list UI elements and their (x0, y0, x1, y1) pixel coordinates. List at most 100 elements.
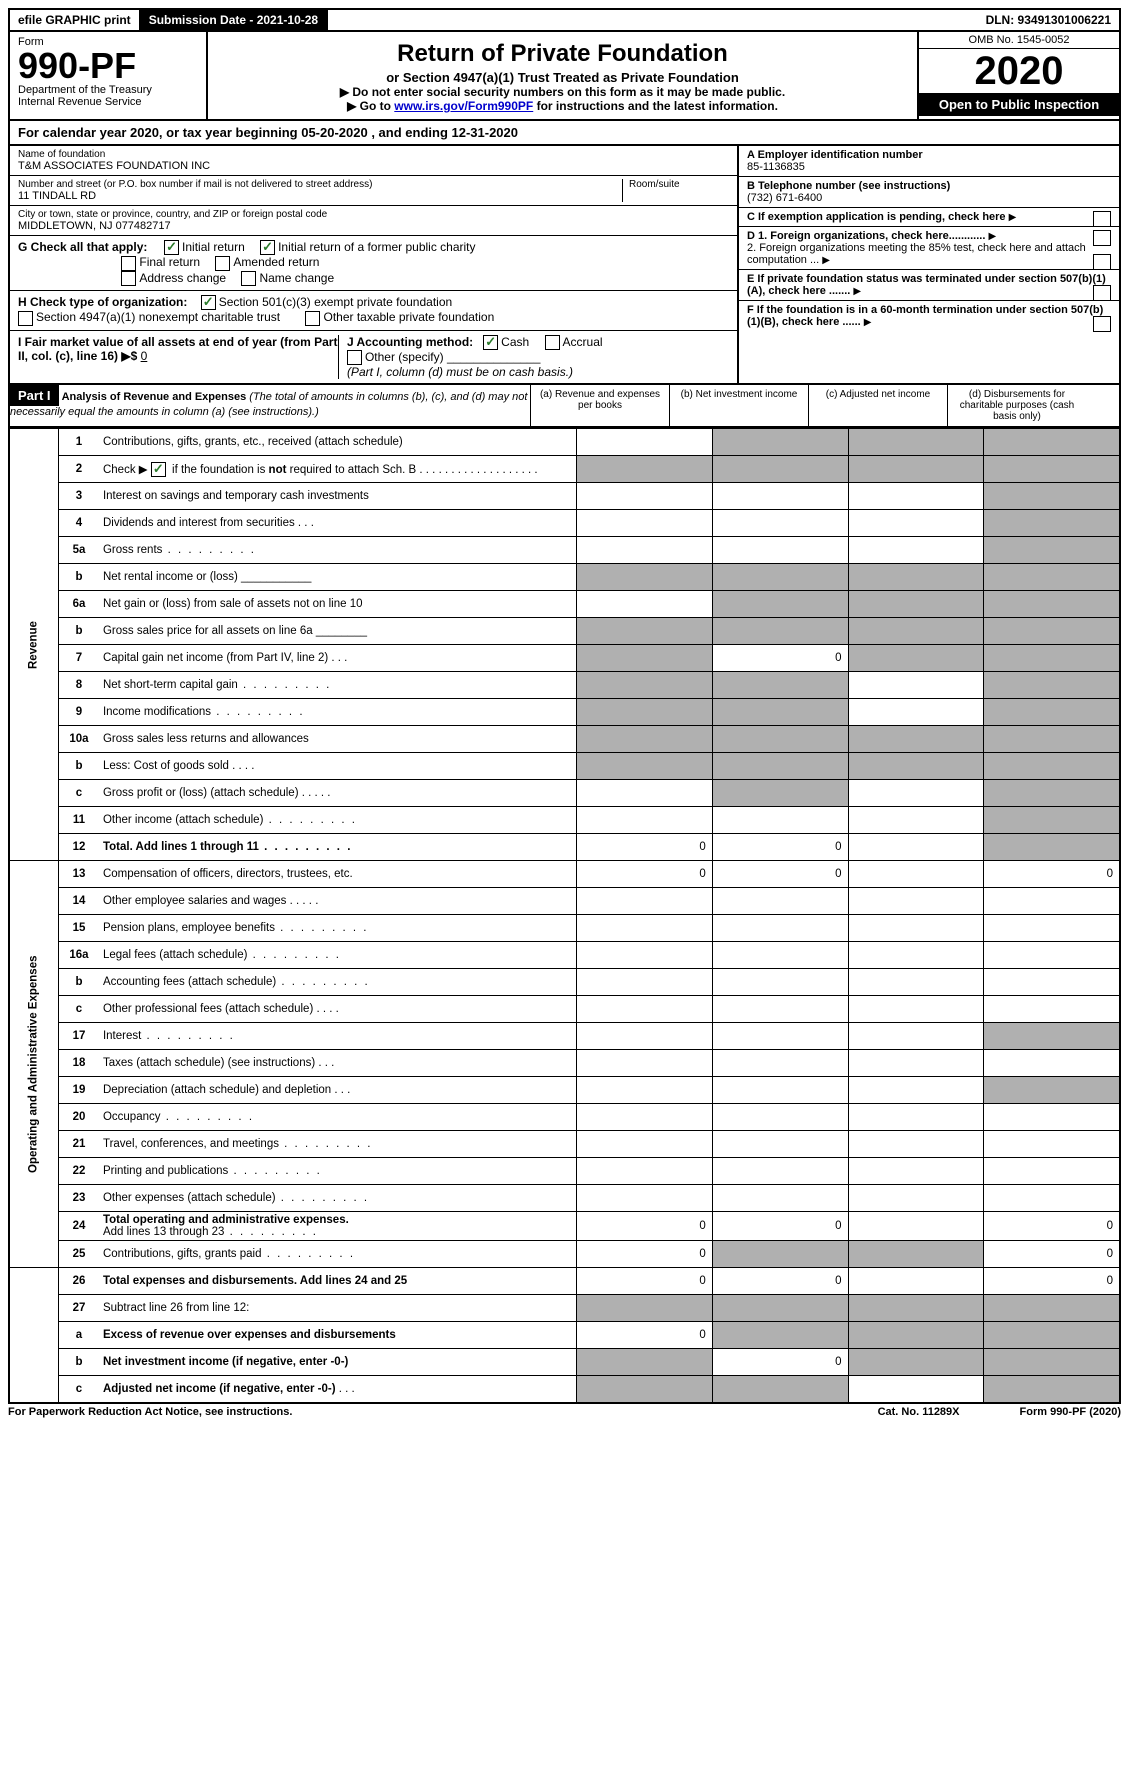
line-num: a (59, 1322, 99, 1349)
addr-change-label: Address change (139, 271, 226, 285)
val-b (712, 1104, 848, 1131)
f-cell: F If the foundation is in a 60-month ter… (739, 301, 1119, 331)
amended-label: Amended return (233, 255, 319, 269)
check-amended[interactable] (215, 256, 230, 271)
check-e[interactable] (1093, 285, 1111, 301)
line-num: 24 (59, 1212, 99, 1241)
col-b-header: (b) Net investment income (669, 385, 808, 426)
val-d (984, 1104, 1120, 1131)
val-c (848, 1349, 984, 1376)
check-other-method[interactable] (347, 350, 362, 365)
val-d (984, 456, 1120, 483)
line-desc: Other income (attach schedule) (99, 807, 577, 834)
val-d (984, 510, 1120, 537)
check-final[interactable] (121, 256, 136, 271)
check-name-change[interactable] (241, 271, 256, 286)
line-num: 25 (59, 1241, 99, 1268)
line-desc: Dividends and interest from securities .… (99, 510, 577, 537)
val-b: 0 (712, 645, 848, 672)
line-num: 21 (59, 1131, 99, 1158)
line-desc: Travel, conferences, and meetings (99, 1131, 577, 1158)
val-d (984, 888, 1120, 915)
city-label: City or town, state or province, country… (18, 209, 729, 220)
val-d (984, 1349, 1120, 1376)
e-label: E If private foundation status was termi… (747, 273, 1106, 297)
check-initial[interactable] (164, 240, 179, 255)
val-c (848, 483, 984, 510)
line-num: 3 (59, 483, 99, 510)
foundation-name: T&M ASSOCIATES FOUNDATION INC (18, 160, 729, 172)
form-title: Return of Private Foundation (220, 40, 905, 68)
line-num: 13 (59, 861, 99, 888)
check-c[interactable] (1093, 211, 1111, 227)
check-other-tax[interactable] (305, 311, 320, 326)
val-c (848, 1376, 984, 1404)
note2-post: for instructions and the latest informat… (533, 99, 778, 113)
table-row: 7Capital gain net income (from Part IV, … (9, 645, 1120, 672)
val-a (577, 1050, 713, 1077)
val-c (848, 834, 984, 861)
table-row: bAccounting fees (attach schedule) (9, 969, 1120, 996)
phone-cell: B Telephone number (see instructions) (7… (739, 177, 1119, 208)
part1-table: Revenue 1Contributions, gifts, grants, e… (8, 428, 1121, 1404)
table-row: 8Net short-term capital gain (9, 672, 1120, 699)
val-d (984, 1023, 1120, 1050)
table-row: 20Occupancy (9, 1104, 1120, 1131)
check-4947[interactable] (18, 311, 33, 326)
val-b: 0 (712, 1349, 848, 1376)
room-label: Room/suite (629, 179, 729, 190)
line-desc: Adjusted net income (if negative, enter … (99, 1376, 577, 1404)
val-c (848, 888, 984, 915)
initial-label: Initial return (182, 240, 245, 254)
name-change-label: Name change (259, 271, 334, 285)
val-c (848, 1185, 984, 1212)
val-c (848, 969, 984, 996)
val-d (984, 1050, 1120, 1077)
val-b (712, 564, 848, 591)
check-addr-change[interactable] (121, 271, 136, 286)
val-c (848, 618, 984, 645)
cash-label: Cash (501, 335, 529, 349)
line-desc: Net short-term capital gain (99, 672, 577, 699)
check-initial-former[interactable] (260, 240, 275, 255)
val-a (577, 807, 713, 834)
val-b (712, 726, 848, 753)
j-note: (Part I, column (d) must be on cash basi… (347, 365, 573, 379)
i-label: I Fair market value of all assets at end… (18, 335, 337, 363)
check-501c3[interactable] (201, 295, 216, 310)
line-desc: Pension plans, employee benefits (99, 915, 577, 942)
table-row: 23Other expenses (attach schedule) (9, 1185, 1120, 1212)
check-sch-b[interactable] (151, 462, 166, 477)
table-row: 2Check ▶ if the foundation is not requir… (9, 456, 1120, 483)
line-num: c (59, 996, 99, 1023)
val-a (577, 618, 713, 645)
dept-label: Department of the Treasury (18, 84, 198, 96)
table-row: 26Total expenses and disbursements. Add … (9, 1268, 1120, 1295)
line-desc: Net investment income (if negative, ente… (99, 1349, 577, 1376)
check-cash[interactable] (483, 335, 498, 350)
line-num: 23 (59, 1185, 99, 1212)
accrual-label: Accrual (563, 335, 603, 349)
line-num: 12 (59, 834, 99, 861)
irs-link[interactable]: www.irs.gov/Form990PF (394, 99, 533, 113)
val-b: 0 (712, 1212, 848, 1241)
line-desc: Other professional fees (attach schedule… (99, 996, 577, 1023)
section-g: G Check all that apply: Initial return I… (10, 236, 737, 291)
val-c (848, 429, 984, 456)
val-d (984, 1376, 1120, 1404)
val-c (848, 753, 984, 780)
line-num: 5a (59, 537, 99, 564)
section-h: H Check type of organization: Section 50… (10, 291, 737, 331)
table-row: cAdjusted net income (if negative, enter… (9, 1376, 1120, 1404)
val-a (577, 699, 713, 726)
note2-pre: ▶ Go to (347, 99, 394, 113)
val-b (712, 1185, 848, 1212)
check-d2[interactable] (1093, 254, 1111, 270)
check-d1[interactable] (1093, 230, 1111, 246)
check-accrual[interactable] (545, 335, 560, 350)
val-b (712, 753, 848, 780)
i-text: I Fair market value of all assets at end… (18, 335, 337, 363)
line-desc: Other employee salaries and wages . . . … (99, 888, 577, 915)
check-f[interactable] (1093, 316, 1111, 332)
val-c (848, 672, 984, 699)
